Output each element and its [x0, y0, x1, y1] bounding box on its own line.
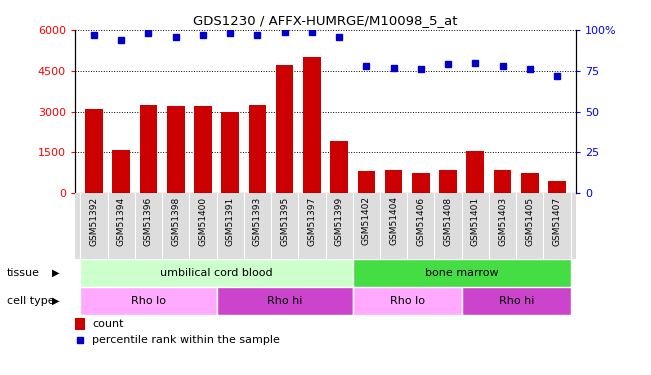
Bar [249, 105, 266, 193]
Bar [139, 105, 158, 193]
Bar [113, 150, 130, 193]
Bar [439, 170, 457, 193]
Text: Rho hi: Rho hi [499, 296, 534, 306]
Text: GSM51392: GSM51392 [89, 196, 98, 246]
Text: GSM51401: GSM51401 [471, 196, 480, 246]
Text: GSM51399: GSM51399 [335, 196, 344, 246]
Text: GSM51404: GSM51404 [389, 196, 398, 245]
Bar [194, 106, 212, 193]
Text: GSM51400: GSM51400 [199, 196, 208, 246]
Text: count: count [92, 320, 124, 330]
Text: umbilical cord blood: umbilical cord blood [160, 268, 273, 278]
Bar [548, 181, 566, 193]
Text: Rho lo: Rho lo [131, 296, 166, 306]
Title: GDS1230 / AFFX-HUMRGE/M10098_5_at: GDS1230 / AFFX-HUMRGE/M10098_5_at [193, 15, 458, 27]
Bar [217, 287, 353, 315]
Bar [167, 106, 184, 193]
Bar [412, 173, 430, 193]
Bar [75, 318, 85, 330]
Text: GSM51397: GSM51397 [307, 196, 316, 246]
Bar [357, 171, 375, 193]
Text: GSM51396: GSM51396 [144, 196, 153, 246]
Text: Rho hi: Rho hi [267, 296, 302, 306]
Bar [303, 57, 321, 193]
Text: GSM51406: GSM51406 [417, 196, 425, 246]
Text: GSM51402: GSM51402 [362, 196, 371, 245]
Bar [493, 170, 512, 193]
Text: cell type: cell type [7, 296, 54, 306]
Bar [462, 287, 571, 315]
Text: ▶: ▶ [51, 296, 59, 306]
Bar [221, 112, 239, 193]
Bar [353, 287, 462, 315]
Bar [353, 259, 571, 287]
Text: GSM51408: GSM51408 [443, 196, 452, 246]
Bar [521, 173, 538, 193]
Bar [80, 287, 217, 315]
Text: GSM51403: GSM51403 [498, 196, 507, 246]
Text: tissue: tissue [7, 268, 40, 278]
Text: GSM51395: GSM51395 [280, 196, 289, 246]
Text: GSM51391: GSM51391 [226, 196, 234, 246]
Bar [385, 170, 402, 193]
Bar [85, 109, 103, 193]
Text: GSM51393: GSM51393 [253, 196, 262, 246]
Text: GSM51398: GSM51398 [171, 196, 180, 246]
Bar [276, 65, 294, 193]
Text: bone marrow: bone marrow [425, 268, 499, 278]
Text: percentile rank within the sample: percentile rank within the sample [92, 335, 281, 345]
Text: GSM51407: GSM51407 [553, 196, 562, 246]
Bar [467, 151, 484, 193]
Bar [330, 141, 348, 193]
Text: ▶: ▶ [51, 268, 59, 278]
Text: Rho lo: Rho lo [390, 296, 424, 306]
Text: GSM51405: GSM51405 [525, 196, 534, 246]
Bar [80, 259, 353, 287]
Text: GSM51394: GSM51394 [117, 196, 126, 246]
